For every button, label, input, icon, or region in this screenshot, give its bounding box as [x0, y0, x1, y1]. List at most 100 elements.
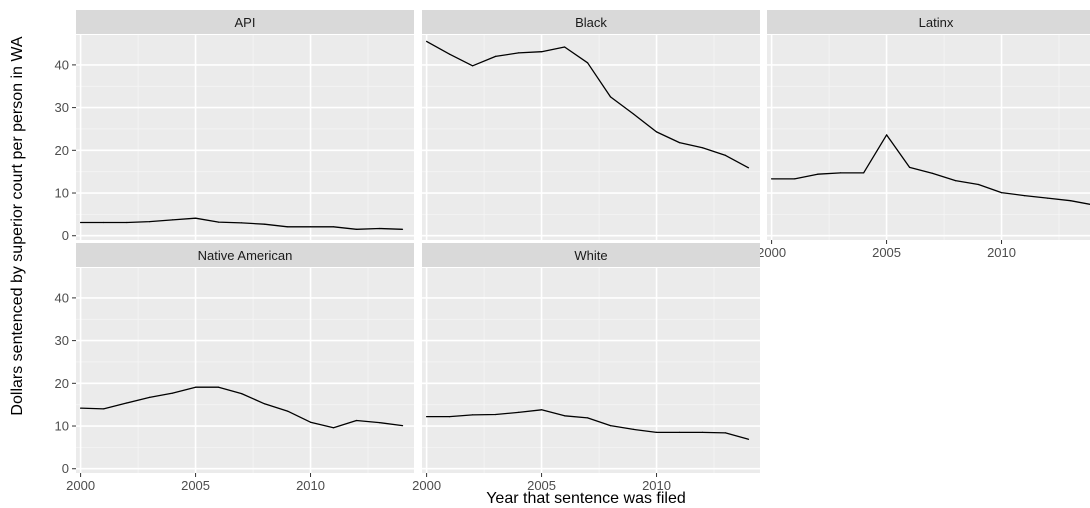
x-tick-label: 2000 [66, 478, 95, 493]
y-tick-label: 30 [55, 100, 69, 115]
facet-white: White 2000 2005 2010 [412, 243, 760, 493]
data-point [172, 392, 174, 394]
facet-black: Black [422, 10, 760, 240]
data-point [103, 408, 105, 410]
data-point [1000, 192, 1003, 194]
data-point [172, 219, 174, 221]
data-point [609, 96, 612, 98]
data-point [701, 147, 704, 149]
data-point [80, 407, 82, 409]
facet-latinx: Latinx 2000 2005 2010 [757, 10, 1090, 260]
data-point [724, 432, 727, 434]
data-point [840, 172, 842, 174]
data-point [632, 113, 635, 115]
y-tick-label: 0 [62, 228, 69, 243]
data-point [472, 65, 474, 67]
data-point [149, 221, 151, 223]
x-tick-label: 2010 [296, 478, 325, 493]
facet-strip-label: Black [575, 15, 607, 30]
facet-api: API 0 10 20 30 40 [55, 10, 414, 243]
data-point [401, 425, 404, 427]
data-point [149, 396, 151, 398]
data-point [609, 425, 612, 427]
data-point [564, 415, 566, 417]
data-point [195, 386, 197, 388]
data-point [378, 227, 381, 230]
panel-background [76, 268, 414, 473]
data-point [564, 46, 566, 48]
data-point [655, 131, 658, 133]
data-point [541, 409, 543, 411]
data-point [241, 222, 243, 224]
data-point [909, 166, 911, 168]
data-point [332, 427, 335, 429]
data-point [263, 403, 266, 405]
data-point [587, 62, 589, 64]
data-point [932, 172, 934, 174]
data-point [977, 183, 980, 186]
data-point [747, 167, 750, 169]
data-point [309, 421, 312, 423]
data-point [286, 226, 289, 228]
data-point [655, 431, 658, 433]
data-point [126, 221, 128, 224]
panel-background [422, 35, 760, 240]
data-point [817, 173, 819, 175]
data-point [449, 416, 451, 418]
data-point [1023, 195, 1026, 197]
y-tick-label: 40 [55, 290, 69, 305]
y-tick-label: 30 [55, 333, 69, 348]
facet-strip [767, 10, 1090, 34]
panel-background [76, 35, 414, 240]
facet-strip-label: Native American [198, 248, 293, 263]
data-point [195, 217, 197, 219]
facet-strip [76, 10, 414, 34]
data-point [286, 410, 289, 412]
data-point [449, 53, 451, 55]
y-tick-label: 0 [62, 461, 69, 476]
data-point [724, 154, 727, 156]
data-point [771, 178, 773, 180]
data-point [218, 221, 220, 223]
data-point [495, 413, 497, 416]
facet-native-american: Native American 0 10 20 30 40 2000 2005 2010 [55, 243, 414, 493]
data-point [495, 55, 497, 58]
data-point [863, 172, 865, 174]
data-point [378, 422, 381, 424]
x-tick-label: 2005 [872, 245, 901, 260]
data-point [241, 393, 243, 395]
x-tick-label: 2000 [757, 245, 786, 260]
data-point [426, 416, 428, 418]
x-tick-label: 2010 [642, 478, 671, 493]
data-point [355, 228, 358, 230]
facet-strip-label: Latinx [919, 15, 954, 30]
x-axis-title: Year that sentence was filed [486, 490, 686, 507]
facet-strip [422, 10, 760, 34]
y-tick-label: 10 [55, 419, 69, 434]
data-point [747, 438, 750, 440]
facet-strip-label: API [235, 15, 256, 30]
data-point [355, 419, 358, 422]
data-point [103, 221, 105, 224]
data-point [632, 428, 635, 430]
data-point [587, 417, 589, 419]
data-point [886, 134, 888, 136]
data-point [518, 52, 520, 54]
panel-background [767, 35, 1090, 240]
y-tick-label: 20 [55, 376, 69, 391]
data-point [794, 178, 796, 180]
data-point [401, 228, 404, 230]
x-tick-label: 2005 [181, 478, 210, 493]
data-point [954, 180, 957, 182]
data-point [263, 223, 266, 225]
data-point [1046, 197, 1049, 199]
data-point [541, 51, 543, 53]
data-point [678, 431, 681, 433]
x-tick-label: 2010 [987, 245, 1016, 260]
data-point [678, 142, 681, 144]
data-point [518, 411, 520, 413]
panel-background [422, 268, 760, 473]
data-point [426, 40, 428, 43]
data-point [1069, 200, 1072, 202]
